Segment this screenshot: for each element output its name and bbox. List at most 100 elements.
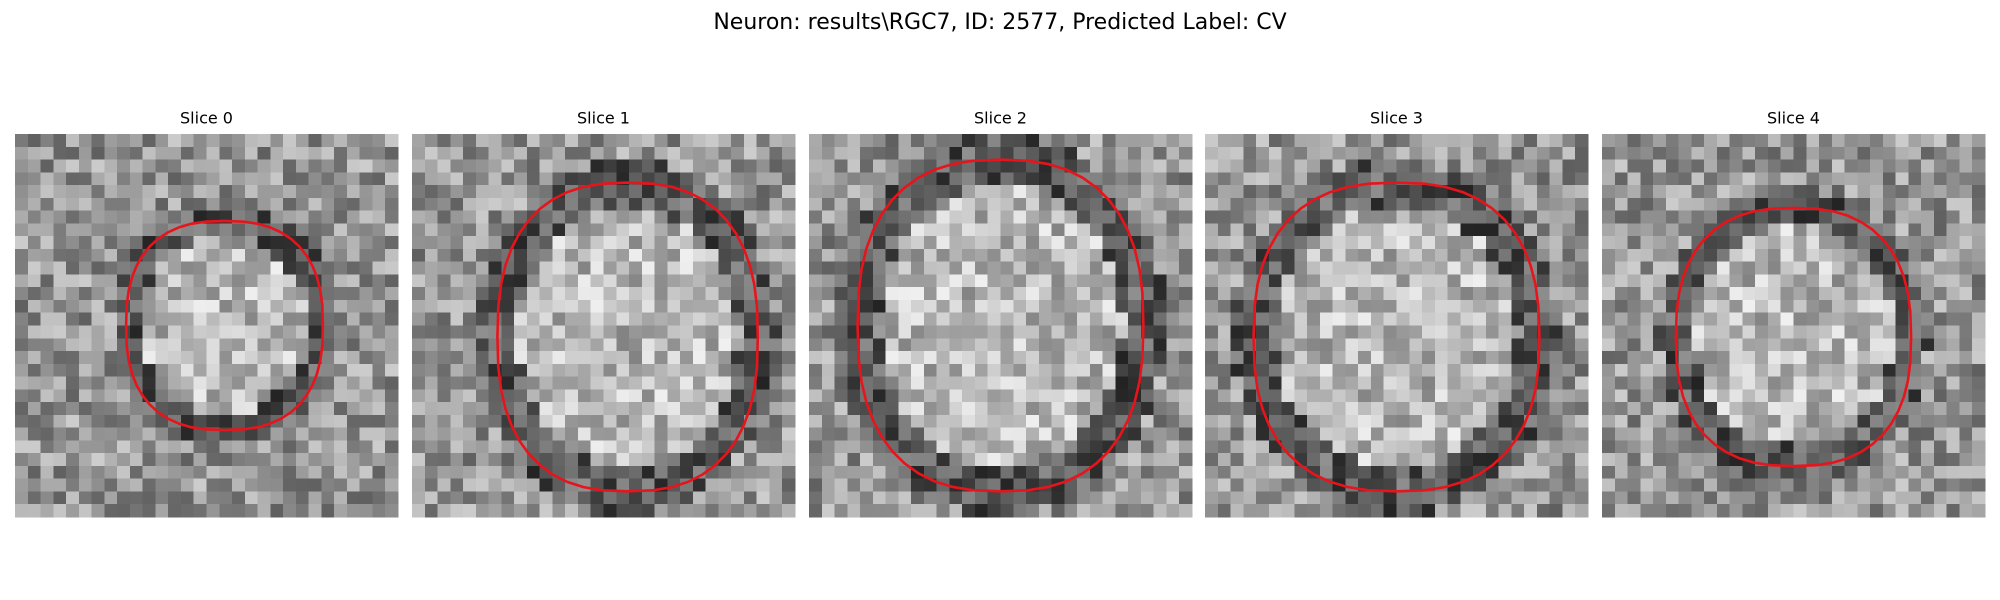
pixel [898,274,912,288]
pixel [1128,197,1142,212]
pixel [193,248,208,263]
pixel [1549,453,1564,467]
pixel [962,504,976,518]
pixel [1704,274,1718,288]
pixel [1358,146,1372,161]
pixel [1230,453,1244,467]
pixel [1511,312,1525,327]
pixel [1307,236,1321,250]
pixel [1755,427,1769,441]
pixel [1115,159,1129,173]
pixel [1140,363,1155,378]
pixel [232,146,246,161]
pixel [949,146,963,161]
pixel [1704,223,1718,237]
pixel [1921,338,1935,352]
pixel [1806,248,1820,263]
pixel [488,465,502,480]
pixel [552,338,566,352]
pixel [1140,197,1155,212]
pixel [1946,261,1961,276]
pixel [424,236,439,250]
pixel [1972,261,1986,276]
pixel [1000,197,1014,212]
pixel [1704,363,1718,378]
pixel [872,491,887,505]
pixel [1908,172,1922,186]
pixel [1140,338,1155,352]
pixel [1345,274,1359,288]
pixel [1704,210,1718,224]
pixel [1691,440,1705,454]
pixel [463,248,477,263]
pixel [641,134,656,148]
pixel [1895,197,1909,212]
pixel [283,351,297,365]
pixel [1767,338,1782,352]
pixel [1345,287,1359,301]
pixel [424,440,439,454]
pixel [437,402,451,416]
pixel [1409,478,1423,493]
pixel [552,248,566,263]
pixel [1115,389,1129,403]
pixel [283,274,297,288]
pixel [1602,453,1616,467]
pixel [1549,185,1564,199]
pixel [359,159,374,173]
pixel [1640,134,1654,148]
pixel [1038,338,1053,352]
pixel [91,134,105,148]
pixel [1806,172,1820,186]
pixel [1140,287,1155,301]
pixel [1498,159,1512,173]
pixel [412,236,426,250]
pixel [1806,134,1820,148]
pixel [705,325,719,339]
pixel [1562,414,1576,429]
pixel [1908,376,1922,390]
pixel [1422,491,1436,505]
pixel [40,414,54,429]
pixel [1933,261,1948,276]
pixel [219,248,233,263]
pixel [412,185,426,199]
pixel [1908,453,1922,467]
pixel [1102,453,1116,467]
pixel [577,453,592,467]
pixel [1844,248,1858,263]
pixel [1755,274,1769,288]
pixel [346,491,361,505]
pixel [1230,363,1244,378]
pixel [1511,363,1525,378]
pixel [321,210,335,224]
pixel [1729,389,1744,403]
pixel [1332,376,1347,390]
pixel [1230,299,1244,314]
pixel [1230,287,1244,301]
pixel [1704,146,1718,161]
pixel [667,236,681,250]
pixel [1038,299,1053,314]
pixel [1742,414,1756,429]
pixel [66,325,80,339]
pixel [1549,236,1564,250]
pixel [1077,453,1091,467]
pixel [475,312,490,327]
pixel [705,440,719,454]
pixel [1921,325,1935,339]
pixel [334,159,348,173]
pixel [1205,351,1219,365]
pixel [872,172,887,186]
pixel [129,504,144,518]
pixel [104,146,118,161]
pixel [1409,325,1423,339]
pixel [1319,427,1334,441]
pixel [769,287,783,301]
pixel [1536,159,1551,173]
pixel [1332,465,1347,480]
pixel [911,197,925,212]
pixel [1536,197,1551,212]
pixel [219,197,233,212]
pixel [718,325,732,339]
